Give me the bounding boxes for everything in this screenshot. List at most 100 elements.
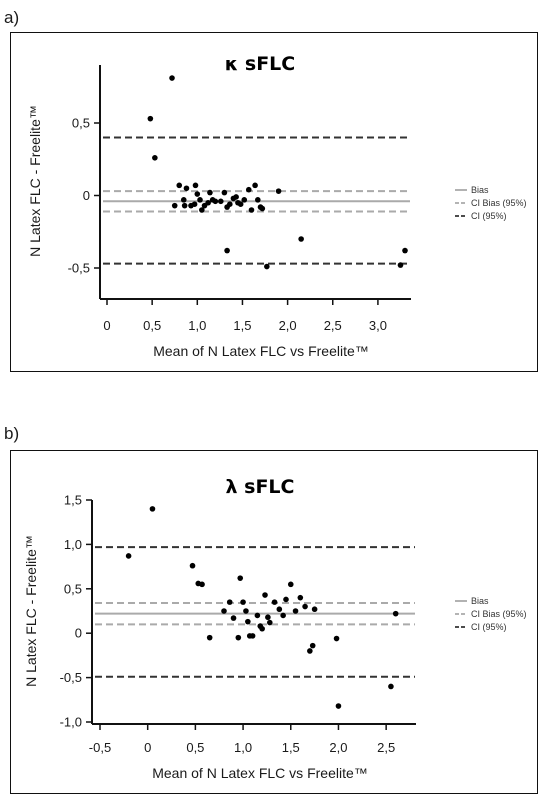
data-point: [265, 614, 271, 621]
data-point: [388, 683, 394, 690]
data-point: [392, 610, 399, 617]
data-point: [176, 182, 183, 189]
data-point: [197, 197, 203, 203]
x-tick-label: 2,0: [279, 318, 297, 333]
panel-b-label: b): [4, 424, 20, 443]
data-point: [275, 188, 282, 194]
data-point: [245, 618, 251, 625]
y-tick-label: -0,5: [68, 261, 90, 276]
x-tick-label: 0,5: [186, 740, 204, 755]
data-point: [333, 635, 340, 642]
data-point: [199, 581, 205, 588]
y-tick-label: 0: [75, 626, 82, 641]
legend-label: Bias: [471, 185, 489, 195]
data-point: [183, 185, 190, 192]
data-point: [217, 198, 224, 205]
x-tick-label: 0: [103, 318, 110, 333]
data-point: [297, 594, 304, 601]
y-tick-label: 1,0: [64, 537, 82, 552]
data-point: [248, 207, 255, 213]
x-axis-label: Mean of N Latex FLC vs Freelite™: [153, 343, 369, 359]
x-tick-label: 1,0: [234, 740, 252, 755]
data-point: [194, 191, 201, 197]
y-tick-label: 0: [83, 188, 90, 203]
x-tick-label: 2,5: [377, 740, 395, 755]
data-point: [221, 608, 227, 614]
data-point: [397, 262, 404, 268]
data-point: [298, 236, 304, 242]
data-point: [189, 562, 196, 569]
data-point: [207, 189, 213, 196]
data-point: [180, 197, 187, 203]
data-point: [237, 575, 244, 581]
data-point: [271, 599, 278, 605]
y-axis-label: N Latex FLC - Freelite™: [23, 535, 39, 687]
data-point: [226, 599, 233, 605]
data-point: [212, 198, 219, 205]
data-point: [311, 606, 318, 613]
data-point: [255, 197, 261, 203]
data-point: [230, 615, 237, 621]
data-point: [224, 247, 230, 254]
data-point: [254, 612, 261, 619]
data-point: [259, 205, 266, 212]
legend-label: CI Bias (95%): [471, 198, 527, 208]
legend-label: CI (95%): [471, 211, 507, 221]
panel-a-label: a): [4, 8, 20, 27]
x-tick-label: 2,5: [324, 318, 342, 333]
x-tick-label: 1,5: [282, 740, 300, 755]
data-point: [192, 182, 199, 189]
x-tick-label: 1,0: [188, 318, 206, 333]
data-point: [252, 182, 258, 189]
data-point: [237, 201, 244, 207]
x-tick-label: 1,5: [233, 318, 251, 333]
y-tick-label: -0,5: [60, 670, 82, 685]
data-point: [292, 608, 299, 614]
panel-b-frame: [10, 450, 538, 794]
chart-title: κ sFLC: [225, 53, 295, 75]
data-point: [276, 606, 283, 613]
x-tick-label: -0,5: [89, 740, 111, 755]
data-point: [171, 202, 178, 209]
x-tick-label: 0,5: [143, 318, 161, 333]
x-tick-label: 3,0: [369, 318, 387, 333]
data-point: [307, 648, 313, 654]
data-point: [241, 197, 248, 203]
data-point: [266, 619, 273, 626]
data-point: [243, 608, 249, 614]
data-point: [245, 186, 252, 193]
data-point: [335, 703, 342, 709]
data-point: [169, 75, 175, 81]
chart-title: λ sFLC: [226, 476, 295, 498]
legend-label: CI (95%): [471, 622, 507, 632]
data-point: [235, 634, 242, 641]
y-tick-label: 1,5: [64, 493, 82, 508]
x-tick-label: 0: [144, 740, 151, 755]
data-point: [302, 603, 308, 610]
data-point: [233, 194, 239, 200]
data-point: [262, 592, 268, 598]
legend-label: Bias: [471, 596, 489, 606]
data-point: [309, 642, 316, 649]
legend-label: CI Bias (95%): [471, 609, 527, 619]
x-tick-label: 2,0: [329, 740, 347, 755]
data-point: [147, 115, 154, 122]
data-point: [280, 612, 286, 619]
data-point: [240, 599, 246, 605]
data-point: [227, 201, 233, 207]
data-point: [152, 155, 158, 161]
y-tick-label: -1,0: [60, 715, 82, 730]
data-point: [402, 247, 408, 254]
y-tick-label: 0,5: [64, 581, 82, 596]
data-point: [199, 207, 205, 213]
data-point: [191, 201, 198, 207]
data-point: [283, 596, 289, 603]
y-tick-label: 0,5: [72, 116, 90, 131]
data-point: [264, 263, 270, 270]
data-point: [287, 581, 294, 588]
data-point: [259, 625, 265, 632]
data-point: [125, 553, 132, 559]
y-axis-label: N Latex FLC - Freelite™: [27, 105, 43, 257]
